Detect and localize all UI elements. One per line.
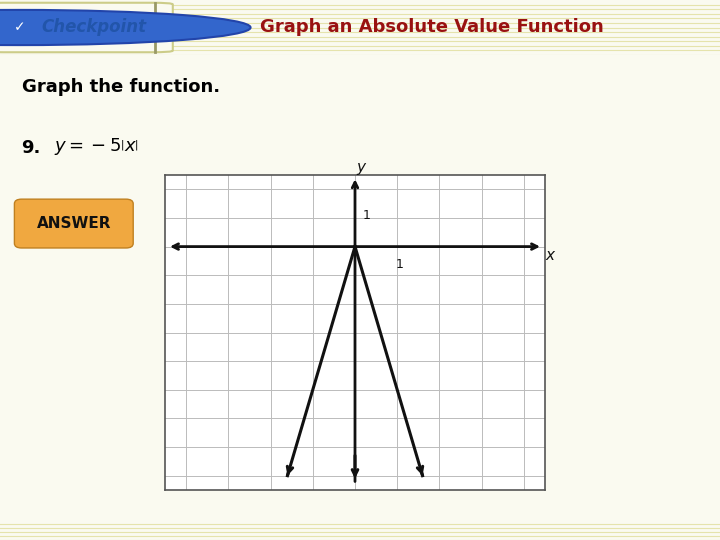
Text: y: y — [357, 160, 366, 175]
Text: Checkpoint: Checkpoint — [41, 18, 146, 37]
Text: x: x — [545, 248, 554, 262]
Text: Graph an Absolute Value Function: Graph an Absolute Value Function — [260, 18, 604, 37]
Text: $y = -5\left|x\right|$: $y = -5\left|x\right|$ — [54, 137, 139, 157]
Text: Graph the function.: Graph the function. — [22, 78, 220, 96]
FancyBboxPatch shape — [14, 199, 133, 248]
Text: 1: 1 — [395, 258, 403, 271]
FancyBboxPatch shape — [0, 3, 173, 52]
Circle shape — [0, 10, 251, 45]
Text: ✓: ✓ — [14, 21, 26, 35]
Text: 9.: 9. — [22, 139, 41, 157]
Text: 1: 1 — [363, 208, 371, 221]
Text: ANSWER: ANSWER — [37, 217, 112, 231]
